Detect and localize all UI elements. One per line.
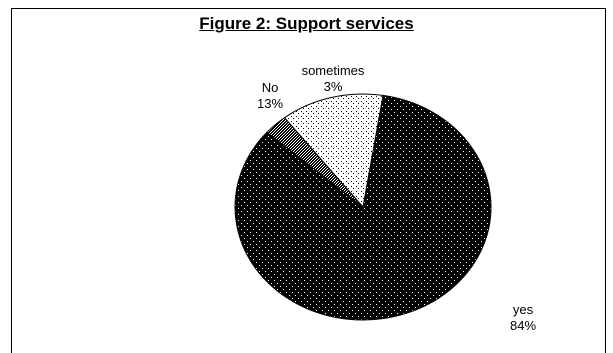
slice-label-no: No xyxy=(262,80,279,95)
chart-title: Figure 2: Support services xyxy=(0,14,613,34)
slice-label-yes: yes xyxy=(513,302,534,317)
slice-value-yes: 84% xyxy=(510,318,536,333)
slice-value-no: 13% xyxy=(257,96,283,111)
pie-slices xyxy=(234,93,492,321)
slice-label-sometimes: sometimes xyxy=(302,63,365,78)
chart-title-text: Figure 2: Support services xyxy=(199,14,414,33)
pie-slice-no xyxy=(283,93,384,209)
slice-value-sometimes: 3% xyxy=(324,79,343,94)
